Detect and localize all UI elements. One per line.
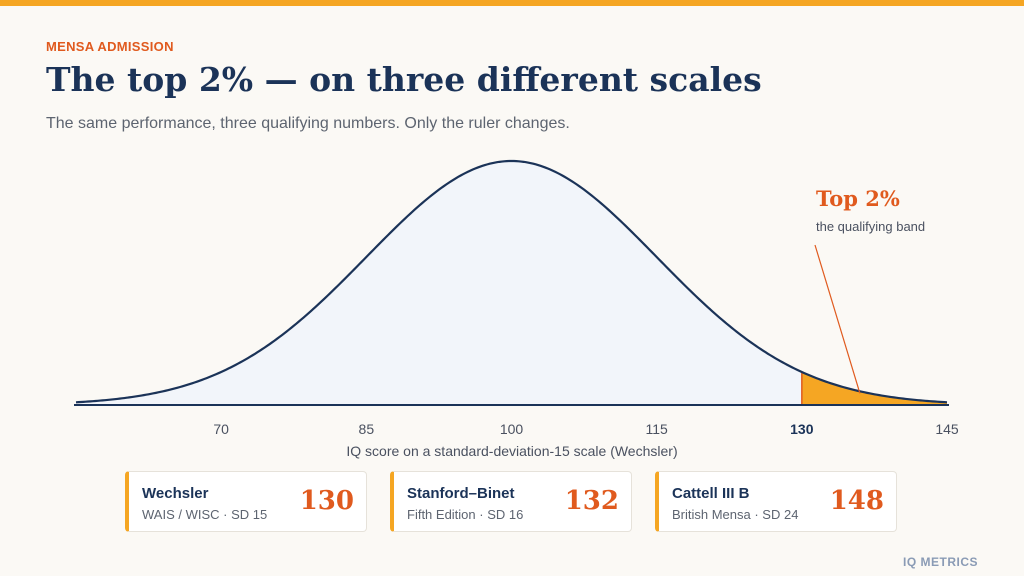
curve-area bbox=[76, 161, 947, 405]
annotation-subtitle: the qualifying band bbox=[816, 219, 925, 234]
distribution-chart: 70 85 100 115 130 145 IQ score on a standard-… bbox=[74, 159, 959, 459]
scale-score: 132 bbox=[564, 486, 619, 516]
scale-name: Wechsler bbox=[142, 485, 209, 502]
x-axis-title: IQ score on a standard-deviation-15 scal… bbox=[346, 443, 677, 459]
x-axis-ticks: 70 85 100 115 130 145 bbox=[213, 421, 959, 437]
scale-card-wechsler: Wechsler WAIS / WISC · SD 15 130 bbox=[125, 471, 367, 532]
scale-name: Stanford–Binet bbox=[407, 485, 515, 502]
page-title: The top 2% — on three different scales bbox=[46, 60, 762, 99]
x-tick-label: 145 bbox=[935, 421, 959, 437]
scale-card-stanford-binet: Stanford–Binet Fifth Edition · SD 16 132 bbox=[390, 471, 632, 532]
scale-description: Fifth Edition · SD 16 bbox=[407, 507, 524, 522]
scale-score: 130 bbox=[299, 486, 354, 516]
scale-description: WAIS / WISC · SD 15 bbox=[142, 507, 268, 522]
annotation-leader-line bbox=[814, 244, 861, 394]
brand-label: IQ METRICS bbox=[902, 555, 978, 569]
scale-score: 148 bbox=[829, 486, 884, 516]
scale-card-cattell: Cattell III B British Mensa · SD 24 148 bbox=[655, 471, 897, 532]
eyebrow-label: MENSA ADMISSION bbox=[46, 39, 174, 54]
x-tick-label: 100 bbox=[500, 421, 524, 437]
top-tail-area bbox=[801, 371, 947, 405]
top-accent-bar bbox=[0, 0, 1024, 6]
curve-line bbox=[75, 159, 948, 404]
annotation-title: Top 2% bbox=[816, 186, 900, 211]
x-tick-label: 70 bbox=[213, 421, 229, 437]
scale-name: Cattell III B bbox=[672, 485, 750, 502]
x-tick-label: 130 bbox=[790, 421, 814, 437]
x-tick-label: 85 bbox=[359, 421, 375, 437]
scale-description: British Mensa · SD 24 bbox=[672, 507, 799, 522]
page-subtitle: The same performance, three qualifying n… bbox=[46, 115, 570, 132]
x-tick-label: 115 bbox=[646, 421, 669, 437]
